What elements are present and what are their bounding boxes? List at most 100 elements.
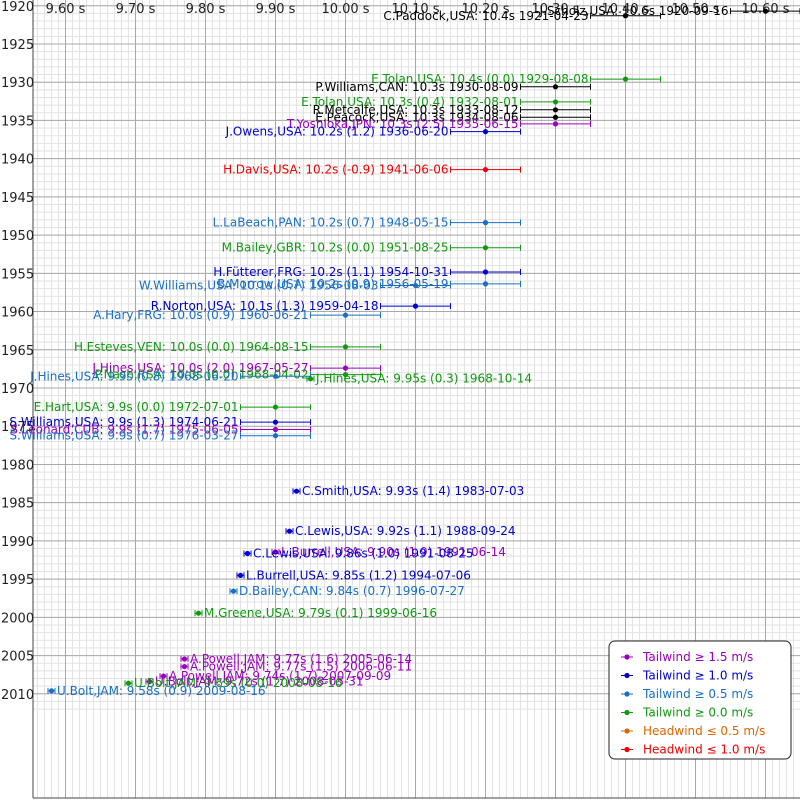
record-point [181,663,188,670]
record-entry: W.Williams,USA: 10.1s (0.7) 1956-08-03 [139,278,451,292]
record-point [482,269,489,275]
record-point [125,680,132,686]
record-label: R.Metcalfe,USA: 10.3s 1933-08-12 [313,103,519,117]
record-point [307,376,314,382]
y-tick-label: 2000 [1,611,34,626]
record-label: U.Bolt,JAM: 9.72s (1.7) 2008-05-31 [155,675,364,689]
legend-entry: Headwind ≤ 0.5 m/s [621,724,765,738]
y-tick-label: 1950 [1,229,34,244]
record-entry: A.Hary,FRG: 10.0s (0.9) 1960-06-21 [93,308,381,322]
legend-marker [624,728,630,734]
record-label: P.Nash,RSA: 10.0s (0.0) 1968-04-02 [94,368,308,382]
y-tick-label: 1940 [1,153,34,168]
record-label: C.Smith,USA: 9.93s (1.4) 1983-07-03 [302,484,524,498]
record-entry: E.Peacock,USA: 10.3s 1934-08-06 [315,110,591,124]
legend-entry: Tailwind ≥ 0.0 m/s [621,706,753,720]
legend-entry: Tailwind ≥ 1.0 m/s [621,669,753,683]
record-point [552,114,559,120]
legend-marker [624,709,630,716]
y-tick-label: 1955 [1,267,34,282]
record-label: J.Scholz,USA: 10.6s 1920-09-16 [539,4,729,18]
legend-label: Headwind ≤ 0.5 m/s [643,724,765,738]
record-label: J.Hines,USA: 9.9s (0.8) 1968-06-20 [29,369,238,383]
record-entry: E.Hart,USA: 9.9s (0.0) 1972-07-01 [34,400,311,414]
record-point [552,121,559,127]
record-label: S.Leonard,CUB: 9.9s (1.7) 1975-06-05 [10,423,238,437]
record-label: E.Tolan,USA: 10.4s (0.0) 1929-08-08 [371,72,588,86]
legend-marker [624,746,630,753]
record-label: J.Hines,USA: 10.0s (2.0) 1967-05-27 [91,361,308,375]
record-points: D.Lippincott,USA: 10.6s 1912-07-06J.Scho… [9,4,800,698]
record-label: A.Powell,JAM: 9.77s (1.6) 2005-06-14 [190,652,412,666]
y-tick-label: 1965 [1,344,34,359]
record-entry: C.Paddock,USA: 10.4s 1921-04-23 [383,9,661,23]
legend-label: Tailwind ≥ 1.5 m/s [642,650,753,664]
record-label: E.Peacock,USA: 10.3s 1934-08-06 [315,110,518,124]
record-point [181,656,188,662]
record-label: A.Powell,JAM: 9.77s (1.5) 2006-06-11 [190,660,412,674]
x-tick-label: 10.10 s [391,2,439,17]
record-entry: S.Leonard,CUB: 9.9s (1.7) 1975-06-05 [10,423,311,437]
y-tick-label: 2005 [1,650,34,665]
record-point [482,129,489,135]
record-point [195,610,202,616]
x-tick-label: 10.40 s [601,2,649,17]
record-entry: J.Hines,USA: 9.9s (0.8) 1968-06-20 [29,369,311,383]
y-tick-label: 2010 [1,688,34,703]
record-entry: M.Greene,USA: 9.79s (0.1) 1999-06-16 [194,606,437,620]
record-entry: L.LaBeach,PAN: 10.2s (0.7) 1948-05-15 [213,216,521,230]
x-tick-label: 10.30 s [531,2,579,17]
record-label: H.Fütterer,FRG: 10.2s (1.1) 1954-10-31 [213,265,448,279]
record-point [244,550,251,557]
record-point [342,312,349,318]
x-tick-label: 9.80 s [186,2,226,17]
record-point [272,404,279,410]
y-tick-label: 1945 [1,191,34,206]
record-point [293,488,300,494]
record-label: U.Bolt,JAM: 9.58s (0.9) 2009-08-16 [57,684,266,698]
record-entry: A.Powell,JAM: 9.77s (1.6) 2005-06-14 [180,652,412,666]
record-point [622,13,629,19]
record-label: C.Lewis,USA: 9.86s (1.0) 1991-08-25 [253,547,474,561]
record-entry: T.Yoshioka,JPN: 10.3s (2.5) 1935-06-15 [286,117,591,131]
record-entry: B.Morrow,USA: 10.2s (0.9) 1956-05-19 [217,277,521,291]
record-point [482,220,489,226]
record-entry: U.Bolt,JAM: 9.58s (0.9) 2009-08-16 [47,684,266,698]
record-label: L.LaBeach,PAN: 10.2s (0.7) 1948-05-15 [213,216,449,230]
record-label: E.Hart,USA: 9.9s (0.0) 1972-07-01 [34,400,239,414]
record-point [272,426,279,433]
y-tick-label: 1995 [1,573,34,588]
record-entry: J.Hines,USA: 10.0s (2.0) 1967-05-27 [91,361,381,375]
record-label: B.Morrow,USA: 10.2s (0.9) 1956-05-19 [217,277,448,291]
record-point [272,433,279,439]
record-point [412,282,419,289]
record-label: M.Greene,USA: 9.79s (0.1) 1999-06-16 [204,606,437,620]
axis-frame [32,0,800,799]
record-entry: P.Nash,RSA: 10.0s (0.0) 1968-04-02 [94,368,381,382]
record-label: S.Williams,USA: 9.9s (0.7) 1976-03-27 [9,429,238,443]
legend: Tailwind ≥ 1.5 m/s Tailwind ≥ 1.0 m/s Tail… [608,640,792,760]
record-entry: P.Williams,CAN: 10.3s 1930-08-09 [315,80,591,94]
y-tick-label: 1935 [1,114,34,129]
record-point [412,303,419,309]
legend-marker [624,691,630,697]
record-point [237,572,244,578]
x-tick-label: 9.60 s [46,2,86,17]
record-point [272,419,279,425]
legend-marker [624,672,630,679]
record-label: H.Davis,USA: 10.2s (-0.9) 1941-06-06 [223,163,448,177]
record-entry: M.Bailey,GBR: 10.2s (0.0) 1951-08-25 [222,241,521,255]
record-entry: C.Lewis,USA: 9.92s (1.1) 1988-09-24 [285,524,516,538]
record-label: U.Bolt,JAM: 9.69s (0.0) 2008-08-16 [134,676,343,690]
record-label: D.Bailey,CAN: 9.84s (0.7) 1996-07-27 [239,584,465,598]
record-entry: U.Bolt,JAM: 9.72s (1.7) 2008-05-31 [145,675,364,689]
record-point [230,588,237,594]
record-point [342,344,349,350]
y-axis-ticks: 1910191519201925193019351940194519501955… [1,0,34,703]
record-point [342,372,349,378]
record-label: J.Hines,USA: 9.95s (0.3) 1968-10-14 [315,372,532,386]
record-point [482,166,489,173]
record-entry: H.Fütterer,FRG: 10.2s (1.1) 1954-10-31 [213,265,521,279]
record-entry: H.Esteves,VEN: 10.0s (0.0) 1964-08-15 [74,340,381,354]
